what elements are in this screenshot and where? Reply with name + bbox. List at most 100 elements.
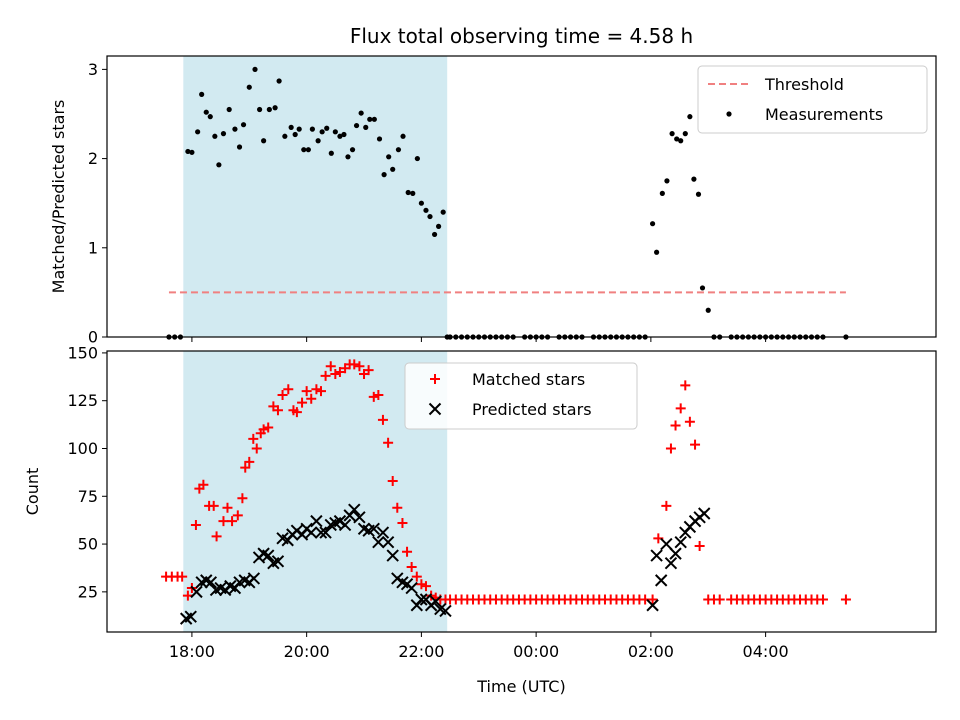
legend-predicted-swatch: [428, 402, 442, 416]
matched-star-point: [301, 386, 312, 397]
y-tick-label: 75: [78, 487, 98, 506]
matched-star-point: [198, 479, 209, 490]
matched-star-point: [232, 510, 243, 521]
predicted-star-point: [439, 604, 452, 618]
matched-star-point: [661, 500, 672, 511]
legend-measurement-label: Measurements: [765, 105, 883, 124]
predicted-star-point: [310, 514, 323, 528]
matched-star-point: [182, 590, 193, 601]
predicted-star-point: [405, 581, 418, 595]
legend-box: [697, 65, 928, 134]
measurement-point: [705, 307, 711, 313]
measurement-point: [682, 131, 688, 137]
measurement-point: [358, 110, 364, 116]
legend-predicted-label: Predicted stars: [472, 400, 592, 419]
measurement-point: [427, 213, 433, 220]
measurement-point: [324, 125, 330, 131]
matched-star-point: [373, 389, 384, 400]
plot-frame: [106, 55, 937, 338]
predicted-star-point: [190, 585, 203, 599]
measurement-point: [301, 147, 307, 153]
measurement-point: [376, 136, 383, 142]
measurement-point: [664, 178, 670, 184]
measurement-point: [678, 138, 684, 144]
matched-star-point: [208, 500, 219, 511]
matched-star-point: [334, 367, 345, 378]
measurement-point: [319, 129, 325, 135]
matched-star-point: [817, 594, 828, 605]
measurement-point: [414, 155, 420, 162]
matched-star-point: [387, 475, 398, 486]
matched-star-point: [227, 516, 238, 527]
measurement-point: [276, 78, 282, 84]
predicted-star-point: [376, 526, 390, 539]
y-tick-label: 2: [88, 149, 98, 168]
matched-star-point: [680, 380, 691, 391]
measurement-point: [337, 133, 343, 139]
predicted-star-point: [338, 518, 352, 532]
matched-star-point: [406, 562, 417, 573]
measurement-point: [371, 116, 377, 122]
measurement-point: [431, 231, 438, 238]
matched-star-point: [354, 361, 365, 372]
y-axis-label: Count: [23, 468, 42, 516]
measurement-point: [410, 190, 416, 196]
measurement-point: [345, 154, 351, 160]
matched-star-point: [383, 437, 394, 448]
measurement-point: [232, 126, 238, 132]
x-tick-label: 22:00: [398, 642, 444, 661]
measurement-point: [405, 189, 411, 196]
matched-star-point: [694, 540, 705, 551]
x-tick-label: 02:00: [628, 642, 674, 661]
measurement-point: [207, 114, 213, 120]
matched-star-point: [244, 456, 255, 467]
predicted-star-point: [654, 574, 668, 587]
predicted-star-point: [650, 549, 663, 562]
matched-star-point: [258, 424, 269, 435]
legend-measurement-swatch: [726, 111, 732, 117]
measurement-point: [363, 124, 369, 130]
measurement-point: [288, 124, 294, 130]
measurement-point: [195, 129, 201, 135]
count-panel: 25 50 75 100 125 150 18:00 20:00 22:00 00:00 02:00…: [23, 343, 937, 661]
measurement-point: [212, 133, 218, 139]
matched-star-point: [190, 519, 201, 530]
legend-threshold-label: Threshold: [764, 75, 844, 94]
measurement-point: [687, 114, 693, 120]
chart-title: Flux total observing time = 4.58 h: [350, 24, 693, 48]
measurement-point: [292, 131, 298, 138]
ratio-panel: 0 1 2 3 Matched/Predicted stars Threshold Meas…: [49, 55, 937, 347]
matched-star-point: [349, 359, 360, 370]
measurement-point: [423, 207, 429, 213]
matched-star-point: [420, 581, 431, 592]
measurement-point: [440, 209, 446, 215]
matched-star-point: [311, 384, 322, 395]
predicted-star-point: [664, 556, 678, 570]
plot-frame: [106, 350, 937, 633]
matched-star-point: [283, 384, 294, 395]
y-tick-label: 0: [88, 328, 98, 347]
predicted-star-point: [204, 576, 218, 589]
measurement-point: [185, 148, 191, 155]
measurement-point: [674, 136, 680, 142]
measurement-point: [436, 223, 442, 229]
measurement-point: [654, 249, 660, 255]
matched-star-point: [177, 571, 188, 582]
matched-star-point: [222, 502, 233, 513]
y-tick-label: 125: [67, 391, 98, 410]
y-tick-label: 25: [78, 582, 98, 601]
measurement-point: [691, 176, 697, 182]
matched-star-point: [840, 594, 851, 605]
measurement-point: [315, 138, 321, 144]
legend: Threshold Measurements: [697, 65, 928, 134]
measurement-point: [390, 166, 396, 172]
predicted-star-point: [271, 555, 285, 568]
y-tick-label: 150: [67, 343, 98, 362]
measurement-point: [261, 138, 267, 144]
matched-star-point: [291, 407, 302, 418]
measurement-point: [695, 191, 702, 197]
matched-star-point: [272, 405, 283, 416]
y-tick-label: 3: [88, 60, 98, 79]
predicted-star-point: [381, 535, 395, 549]
